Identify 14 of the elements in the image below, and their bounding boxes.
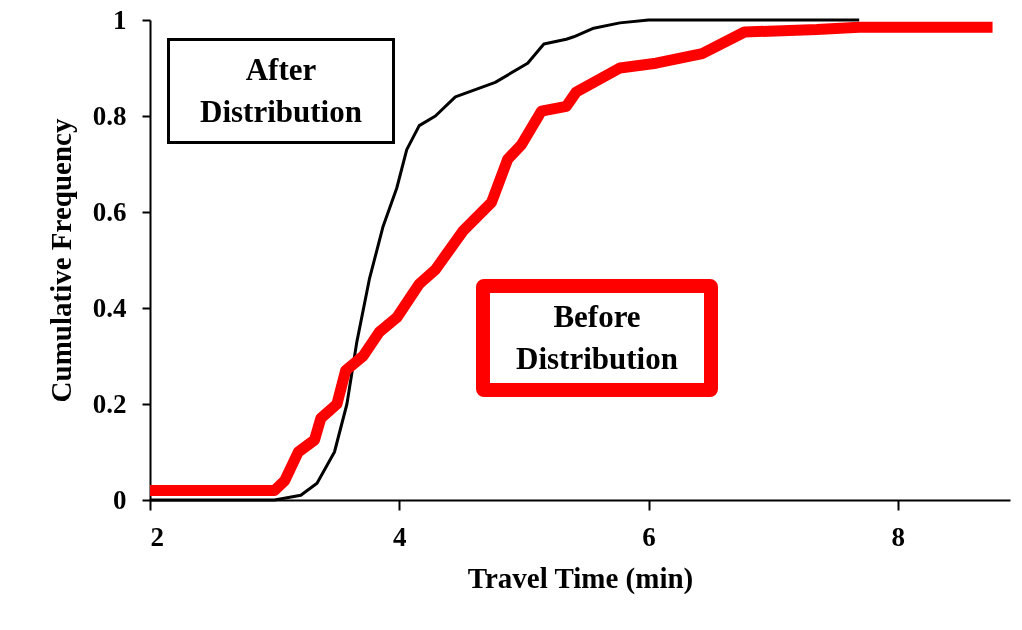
x-axis-title: Travel Time (min)	[467, 561, 694, 595]
text: Before Distribution	[476, 279, 718, 397]
x-tick-label: 4	[393, 521, 407, 552]
y-tick-label: 0	[113, 484, 127, 515]
y-tick-label: 0.8	[92, 100, 127, 131]
y-tick-label: 0.6	[92, 196, 127, 227]
x-tick-label: 8	[891, 521, 906, 552]
x-tick-label: 2	[150, 521, 164, 552]
y-tick-label: 0.4	[92, 292, 127, 323]
x-tick-label: 6	[642, 521, 656, 552]
series-label: After Distribution	[167, 38, 395, 144]
y-tick-label: 1	[113, 4, 127, 35]
y-axis-title: Cumulative Frequency	[44, 118, 77, 403]
y-tick-label: 0.2	[92, 388, 127, 419]
